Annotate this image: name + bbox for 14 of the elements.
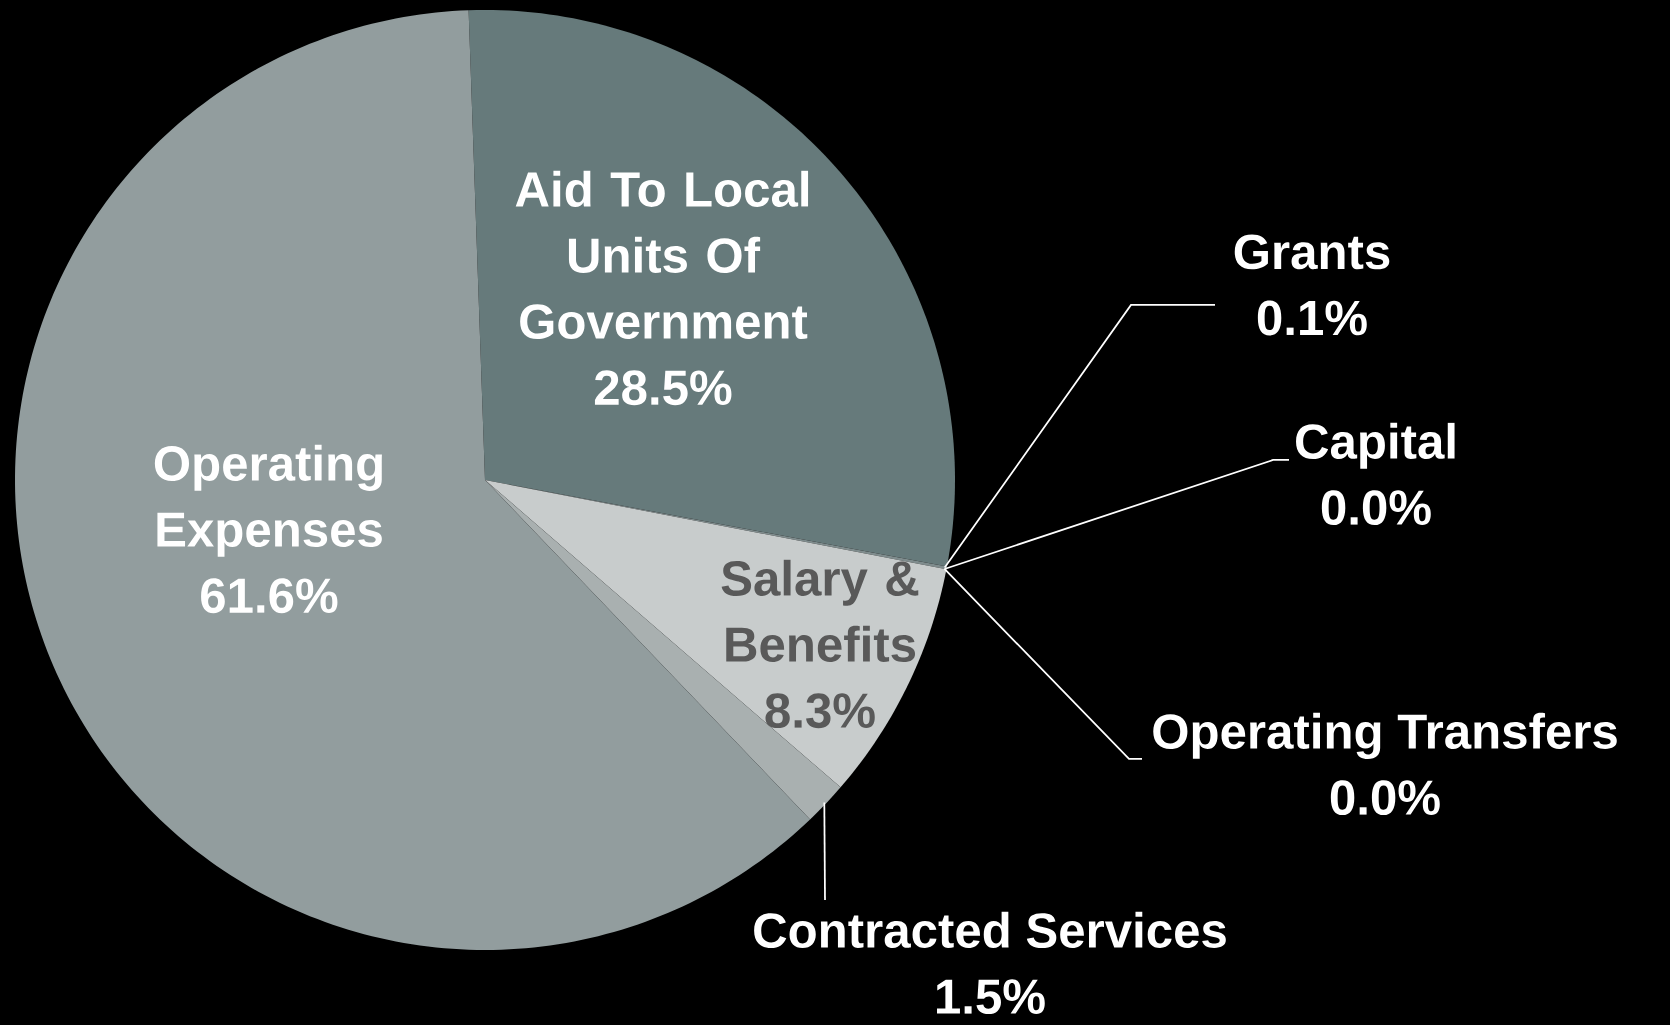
- slice-label: Aid To Local Units Of Government: [515, 170, 809, 340]
- slice-label: Contracted Services: [754, 911, 1226, 949]
- data-label: 8.3%: [765, 693, 875, 729]
- data-label: 61.6%: [201, 578, 338, 614]
- category-label: Operating Transfers: [1153, 712, 1617, 760]
- data-label: 0.1%: [1257, 300, 1367, 336]
- data-label: 1.5%: [937, 979, 1045, 1015]
- text: 0.0%: [1321, 490, 1431, 526]
- data-label: 28.5%: [594, 370, 732, 406]
- text: 0.0%: [1330, 780, 1440, 816]
- slice-label: Operating Expenses: [154, 444, 382, 557]
- slice-label: Grants: [1234, 234, 1390, 270]
- slice-label: Salary & Benefits: [721, 559, 919, 663]
- category-label: Capital: [1296, 422, 1455, 469]
